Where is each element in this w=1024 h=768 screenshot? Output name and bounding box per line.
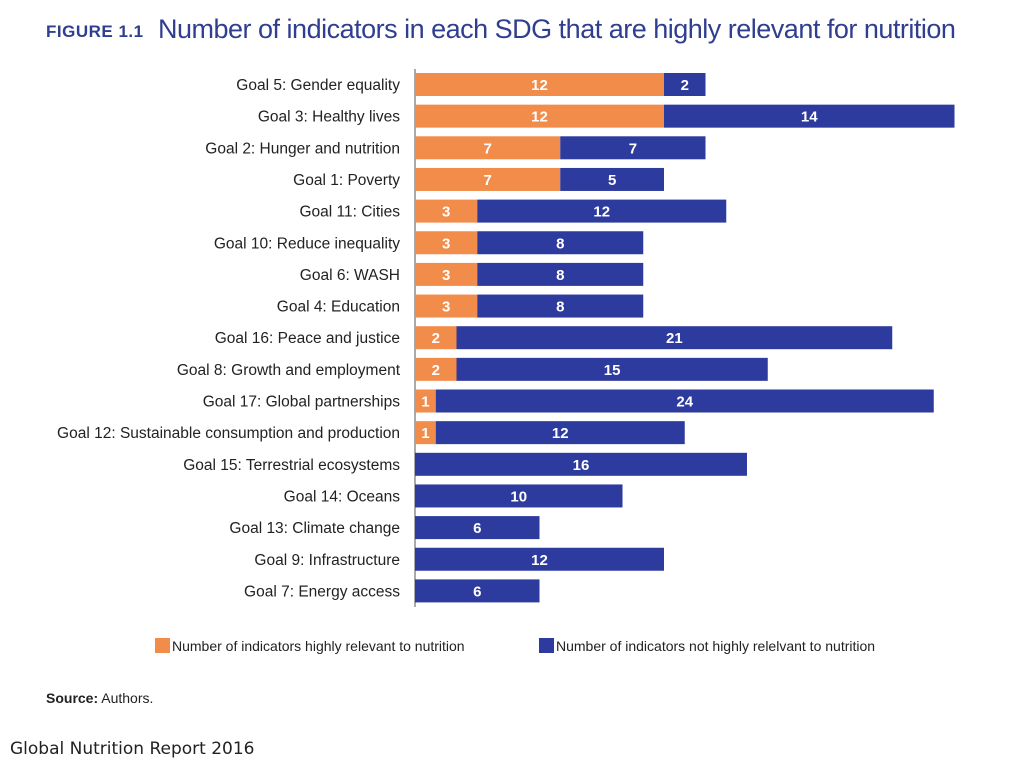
bar-not-relevant-goal-15-terrestrial-ecosystems <box>415 452 747 476</box>
data-label-not-relevant-goal-17-global-partnerships: 24 <box>676 394 693 411</box>
bar-not-relevant-goal-5-gender-equality <box>664 73 706 96</box>
bar-not-relevant-goal-8-growth-and-employment <box>456 357 768 381</box>
bar-not-relevant-goal-1-poverty <box>560 167 664 191</box>
chart-title: Number of indicators in each SDG that ar… <box>158 14 956 44</box>
data-label-not-relevant-goal-1-poverty: 5 <box>608 172 616 189</box>
category-label-goal-17-global-partnerships: Goal 17: Global partnerships <box>203 394 401 411</box>
bar-not-relevant-goal-9-infrastructure <box>415 547 664 571</box>
source-label: Source: <box>46 690 99 706</box>
bar-relevant-goal-10-reduce-inequality <box>415 231 478 255</box>
category-label-goal-1-poverty: Goal 1: Poverty <box>293 172 400 189</box>
data-label-relevant-goal-10-reduce-inequality: 3 <box>442 235 450 252</box>
data-label-not-relevant-goal-13-climate-change: 6 <box>473 520 481 537</box>
legend-label-not-relevant: Number of indicators not highly relelvan… <box>556 638 876 654</box>
bar-not-relevant-goal-12-sustainable-consumption-and-production <box>435 421 685 445</box>
legend-label-relevant: Number of indicators highly relevant to … <box>172 638 465 654</box>
category-label-goal-15-terrestrial-ecosystems: Goal 15: Terrestrial ecosystems <box>183 457 400 474</box>
data-label-not-relevant-goal-16-peace-and-justice: 21 <box>666 330 683 347</box>
data-label-not-relevant-goal-15-terrestrial-ecosystems: 16 <box>573 457 590 474</box>
data-label-relevant-goal-2-hunger-and-nutrition: 7 <box>483 140 491 157</box>
data-label-relevant-goal-3-healthy-lives: 12 <box>531 109 548 126</box>
bar-not-relevant-goal-6-wash <box>477 262 644 286</box>
bar-relevant-goal-8-growth-and-employment <box>415 357 457 381</box>
category-label-goal-5-gender-equality: Goal 5: Gender equality <box>236 77 400 94</box>
bar-not-relevant-goal-7-energy-access <box>415 579 540 603</box>
bar-not-relevant-goal-11-cities <box>477 199 727 223</box>
bar-relevant-goal-11-cities <box>415 199 478 223</box>
category-label-goal-9-infrastructure: Goal 9: Infrastructure <box>254 552 400 569</box>
category-label-goal-4-education: Goal 4: Education <box>277 299 400 316</box>
data-label-not-relevant-goal-9-infrastructure: 12 <box>531 552 548 569</box>
data-label-not-relevant-goal-6-wash: 8 <box>556 267 564 284</box>
category-label-goal-2-hunger-and-nutrition: Goal 2: Hunger and nutrition <box>205 140 400 157</box>
legend-item-relevant: Number of indicators highly relevant to … <box>155 638 465 654</box>
data-label-relevant-goal-8-growth-and-employment: 2 <box>432 362 440 379</box>
bar-not-relevant-goal-14-oceans <box>415 484 623 508</box>
data-label-relevant-goal-11-cities: 3 <box>442 204 450 221</box>
data-label-not-relevant-goal-11-cities: 12 <box>593 204 610 221</box>
bar-relevant-goal-2-hunger-and-nutrition <box>415 136 561 160</box>
data-label-relevant-goal-17-global-partnerships: 1 <box>421 394 429 411</box>
data-label-not-relevant-goal-3-healthy-lives: 14 <box>801 109 818 126</box>
bar-relevant-goal-16-peace-and-justice <box>415 326 457 350</box>
category-label-goal-14-oceans: Goal 14: Oceans <box>284 488 401 505</box>
bar-relevant-goal-17-global-partnerships <box>415 389 436 413</box>
category-label-goal-6-wash: Goal 6: WASH <box>300 267 400 284</box>
bar-relevant-goal-6-wash <box>415 262 478 286</box>
legend-swatch-relevant <box>155 638 170 653</box>
data-label-not-relevant-goal-2-hunger-and-nutrition: 7 <box>629 140 637 157</box>
data-label-not-relevant-goal-4-education: 8 <box>556 299 564 316</box>
category-label-goal-11-cities: Goal 11: Cities <box>299 204 400 221</box>
bar-not-relevant-goal-3-healthy-lives <box>664 104 955 128</box>
category-label-goal-8-growth-and-employment: Goal 8: Growth and employment <box>177 362 401 379</box>
data-label-relevant-goal-5-gender-equality: 12 <box>531 77 548 94</box>
legend-item-not-relevant: Number of indicators not highly relelvan… <box>539 638 875 654</box>
data-label-relevant-goal-16-peace-and-justice: 2 <box>432 330 440 347</box>
data-label-relevant-goal-6-wash: 3 <box>442 267 450 284</box>
data-label-not-relevant-goal-14-oceans: 10 <box>510 488 527 505</box>
source-text: Authors. <box>98 690 154 706</box>
data-label-relevant-goal-1-poverty: 7 <box>483 172 491 189</box>
bar-relevant-goal-3-healthy-lives <box>415 104 664 128</box>
bar-relevant-goal-5-gender-equality <box>415 73 664 96</box>
data-label-not-relevant-goal-7-energy-access: 6 <box>473 583 481 600</box>
bar-not-relevant-goal-10-reduce-inequality <box>477 231 644 255</box>
data-label-not-relevant-goal-5-gender-equality: 2 <box>681 77 689 94</box>
bar-not-relevant-goal-4-education <box>477 294 644 318</box>
source-note: Source: Authors. <box>46 690 153 706</box>
data-label-relevant-goal-12-sustainable-consumption-and-production: 1 <box>421 425 429 442</box>
bar-not-relevant-goal-16-peace-and-justice <box>456 326 893 350</box>
category-label-goal-12-sustainable-consumption-and-production: Goal 12: Sustainable consumption and pro… <box>57 425 400 442</box>
bar-relevant-goal-12-sustainable-consumption-and-production <box>415 421 436 445</box>
data-label-relevant-goal-4-education: 3 <box>442 299 450 316</box>
legend-swatch-not-relevant <box>539 638 554 653</box>
bar-relevant-goal-4-education <box>415 294 478 318</box>
data-label-not-relevant-goal-12-sustainable-consumption-and-production: 12 <box>552 425 569 442</box>
category-label-goal-7-energy-access: Goal 7: Energy access <box>244 583 400 600</box>
figure-label: FIGURE 1.1 <box>46 22 144 41</box>
footer-text: Global Nutrition Report 2016 <box>10 739 255 759</box>
bar-not-relevant-goal-13-climate-change <box>415 516 540 540</box>
bar-not-relevant-goal-17-global-partnerships <box>435 389 934 413</box>
category-label-goal-16-peace-and-justice: Goal 16: Peace and justice <box>215 330 400 347</box>
bar-not-relevant-goal-2-hunger-and-nutrition <box>560 136 706 160</box>
data-label-not-relevant-goal-10-reduce-inequality: 8 <box>556 235 564 252</box>
category-label-goal-3-healthy-lives: Goal 3: Healthy lives <box>258 109 400 126</box>
bar-relevant-goal-1-poverty <box>415 167 561 191</box>
category-label-goal-10-reduce-inequality: Goal 10: Reduce inequality <box>214 235 400 252</box>
data-label-not-relevant-goal-8-growth-and-employment: 15 <box>604 362 621 379</box>
category-label-goal-13-climate-change: Goal 13: Climate change <box>229 520 400 537</box>
